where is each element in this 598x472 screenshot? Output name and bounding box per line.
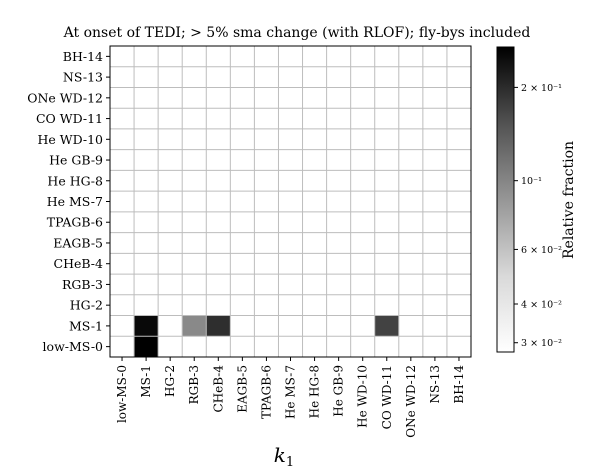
x-tick-label: TPAGB-6: [259, 365, 273, 419]
y-tick-label: RGB-3: [62, 277, 103, 292]
plot-frame: [109, 45, 472, 358]
x-axis-label: k1: [274, 443, 294, 470]
x-tick-label: BH-14: [452, 365, 466, 404]
x-tick-label: He MS-7: [284, 365, 298, 419]
x-tick-label: He GB-9: [332, 365, 346, 417]
heatmap-cell: [206, 315, 231, 337]
y-tick-label: CO WD-11: [36, 111, 103, 126]
y-tick-label: low-MS-0: [43, 339, 103, 354]
colorbar-tick-label: 6 × 10⁻²: [521, 245, 562, 256]
colorbar: [496, 46, 515, 353]
y-tick-label: He MS-7: [47, 194, 103, 209]
y-tick-label: BH-14: [63, 49, 103, 64]
y-tick-label: MS-1: [69, 318, 103, 333]
x-tick-label: low-MS-0: [115, 365, 129, 423]
x-tick-label: ONe WD-12: [404, 365, 418, 438]
heatmap-cell: [374, 315, 399, 337]
y-tick-label: EAGB-5: [53, 235, 103, 250]
y-tick-label: ONe WD-12: [27, 90, 103, 105]
x-tick-label: MS-1: [139, 365, 153, 398]
x-ticks: low-MS-0 MS-1 HG-2 RGB-3 CHeB-4 EAGB-5 TPAGB-6…: [115, 357, 466, 438]
x-tick-label: EAGB-5: [235, 365, 249, 413]
y-ticks: low-MS-0 MS-1 HG-2 RGB-3 CHeB-4 EAGB-5 TPAGB-6…: [27, 49, 110, 354]
x-tick-label: He HG-8: [308, 365, 322, 418]
heatmap-cell: [134, 336, 159, 357]
heatmap-cells: [134, 315, 399, 357]
colorbar-tick-label: 10⁻¹: [521, 176, 542, 187]
y-tick-label: HG-2: [70, 298, 103, 313]
chart-title: At onset of TEDI; > 5% sma change (with …: [63, 25, 531, 41]
y-tick-label: He HG-8: [47, 173, 103, 188]
y-tick-label: CHeB-4: [54, 256, 104, 271]
x-tick-label: He WD-10: [356, 365, 370, 428]
y-tick-label: He WD-10: [37, 132, 103, 147]
x-tick-label: RGB-3: [187, 365, 201, 404]
colorbar-tick-label: 2 × 10⁻¹: [521, 83, 562, 94]
colorbar-tick-label: 3 × 10⁻²: [521, 338, 562, 349]
y-tick-label: TPAGB-6: [47, 215, 103, 230]
colorbar-ticks: 2 × 10⁻¹ 10⁻¹ 6 × 10⁻² 4 × 10⁻² 3 × 10⁻²: [514, 83, 562, 349]
x-tick-label: CHeB-4: [211, 365, 225, 413]
colorbar-label: Relative fraction: [561, 141, 577, 259]
y-tick-label: He GB-9: [49, 153, 103, 168]
heatmap-cell: [134, 315, 159, 337]
y-tick-label: NS-13: [63, 70, 103, 85]
x-tick-label: HG-2: [163, 365, 177, 397]
x-tick-label: NS-13: [428, 365, 442, 403]
x-tick-label: CO WD-11: [380, 365, 394, 429]
heatmap-cell: [182, 315, 207, 337]
colorbar-tick-label: 4 × 10⁻²: [521, 299, 562, 310]
heatmap-grid: [110, 46, 471, 357]
